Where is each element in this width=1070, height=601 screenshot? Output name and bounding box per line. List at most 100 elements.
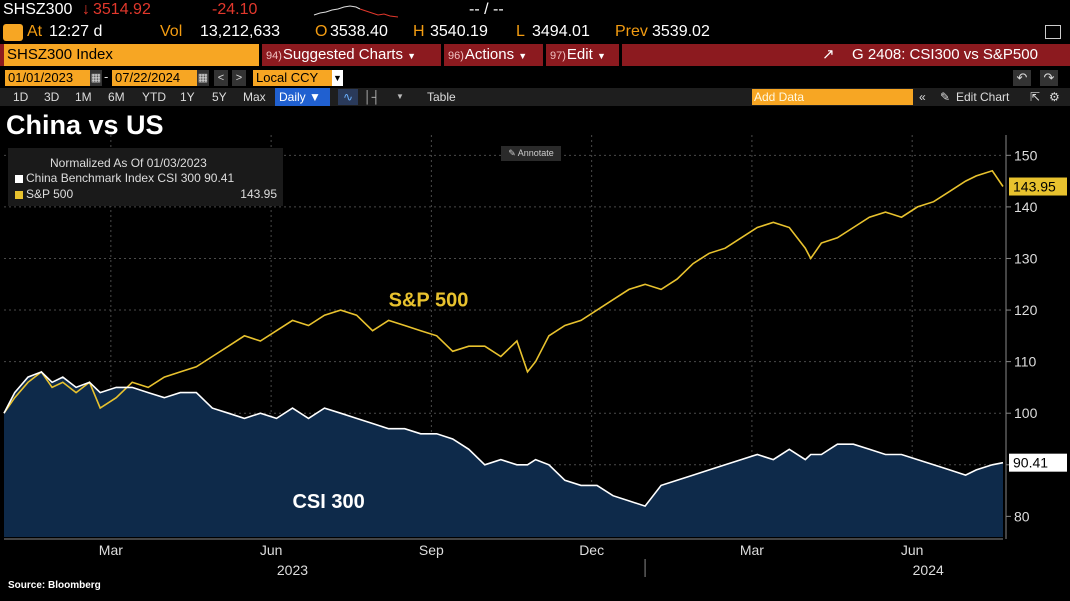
x-tick-label: Mar [740,542,764,558]
sparkline [313,5,399,18]
actions-num: 96) [448,50,464,62]
y-axis: 8090100110120130140150 [1006,147,1038,524]
annotate-button[interactable]: ✎ Annotate [501,146,561,161]
currency-select[interactable]: Local CCY [253,70,332,86]
gear-icon[interactable]: ⚙ [1049,90,1060,104]
source-note: Source: Bloomberg [8,580,101,591]
legend-item-spx[interactable]: S&P 500 143.95 [15,187,277,201]
time-label: At [27,23,43,40]
volume-label: Vol [160,23,183,40]
y-tick-label: 140 [1014,199,1038,215]
undo-icon[interactable]: ↶ [1013,70,1031,86]
quote-row: SHSZ300 ↓ 3514.92 -24.10 -- / -- [0,0,1070,22]
caret-down-icon: ▼ [309,90,321,104]
date-range-row: 01/01/2023 ▦ - 07/22/2024 ▦ < > Local CC… [0,69,1070,87]
csi-300-last-value-box [1009,453,1067,472]
y-tick-label: 150 [1014,147,1038,163]
menu-divider [441,44,444,66]
suggested-num: 94) [266,50,282,62]
pin-icon[interactable]: ⇱ [1030,90,1041,104]
csi-300-area [4,371,1003,537]
ticker: SHSZ300 [3,1,73,18]
period-1d[interactable]: 1D [13,90,29,104]
menu-divider [619,44,622,66]
x-tick-label: Jun [260,542,283,558]
y-tick-label: 80 [1014,508,1030,524]
start-date-input[interactable]: 01/01/2023 [5,70,90,86]
legend-csi-value: 90.41 [204,171,235,185]
pencil-icon[interactable]: ✎ [940,90,951,104]
prev-value: 3539.02 [652,23,710,40]
chart-id-title: G 2408: CSI300 vs S&P500 [852,46,1038,63]
annotate-label: Annotate [517,148,554,158]
legend: Normalized As Of 01/03/2023 China Benchm… [8,148,283,206]
end-date-input[interactable]: 07/22/2024 [112,70,197,86]
period-max[interactable]: Max [243,90,266,104]
external-link-icon[interactable]: ↗ [822,46,835,63]
period-1m[interactable]: 1M [75,90,92,104]
last-value-tags: 143.95 90.41 [1009,177,1067,472]
edit-label: Edit [566,46,593,63]
table-button[interactable]: Table [427,90,456,104]
edit-menu[interactable]: 97)Edit ▼ [550,44,606,66]
period-5y[interactable]: 5Y [212,90,227,104]
volume-value: 13,212,633 [200,23,281,40]
legend-swatch [15,190,23,199]
calendar-icon[interactable]: ▦ [197,70,209,86]
caret-down-icon: ▼ [596,51,606,61]
collapse-icon[interactable]: « [919,90,926,104]
csi-300-last-value: 90.41 [1013,455,1048,471]
low-label: L [516,23,525,40]
bar-chart-icon[interactable]: │┤ [364,90,381,104]
actions-menu[interactable]: 96)Actions ▼ [448,44,527,66]
legend-csi-name: China Benchmark Index CSI 300 [26,171,201,185]
sp500-last-value: 143.95 [1013,179,1056,195]
add-data-input[interactable]: Add Data [752,89,913,105]
time-value: 12:27 d [49,23,103,40]
line-chart-icon[interactable]: ∿ [338,89,358,105]
popout-icon[interactable] [1045,25,1061,39]
caret-down-icon[interactable]: ▼ [332,70,343,86]
legend-item-csi[interactable]: China Benchmark Index CSI 300 90.41 [15,171,277,185]
x-year-label: 2023 [277,562,308,578]
suggested-charts-menu[interactable]: 94)Suggested Charts ▼ [266,44,416,66]
legend-swatch [15,174,23,183]
csi-300-series-label: CSI 300 [292,491,364,513]
prev-label: Prev [615,23,648,40]
x-axis: Mar Jun Sep Dec Mar Jun 2023 2024 [99,542,944,578]
x-year-label: 2024 [913,562,944,578]
next-arrow-icon[interactable]: > [232,70,246,86]
prev-arrow-icon[interactable]: < [214,70,228,86]
security-field[interactable]: SHSZ300 Index [4,44,259,66]
y-tick-label: 130 [1014,250,1038,266]
menu-divider [543,44,546,66]
frequency-label: Daily [279,90,306,104]
y-tick-label: 110 [1014,354,1037,370]
period-ytd[interactable]: YTD [142,90,166,104]
x-tick-label: Mar [99,542,123,558]
frequency-select[interactable]: Daily ▼ [275,88,330,106]
period-1y[interactable]: 1Y [180,90,195,104]
sp500-line [3,169,1004,414]
chart-toolbar: 1D 3D 1M 6M YTD 1Y 5Y Max Daily ▼ ∿ │┤ ▼… [0,88,1070,106]
caret-down-icon[interactable]: ▼ [396,92,404,101]
high-value: 3540.19 [430,23,488,40]
x-tick-label: Jun [901,542,924,558]
redo-icon[interactable]: ↷ [1040,70,1058,86]
low-value: 3494.01 [532,23,590,40]
price-change: -24.10 [212,1,258,18]
last-price: 3514.92 [93,1,151,18]
legend-header: Normalized As Of 01/03/2023 [50,156,207,170]
caret-down-icon: ▼ [407,51,417,61]
down-arrow-icon: ↓ [82,1,90,18]
period-3d[interactable]: 3D [44,90,60,104]
speed-gauge-icon[interactable] [3,24,23,41]
csi-300-line [3,370,1004,508]
legend-spx-value: 143.95 [240,187,277,201]
edit-chart-button[interactable]: Edit Chart [956,90,1010,104]
calendar-icon[interactable]: ▦ [90,70,102,86]
period-6m[interactable]: 6M [108,90,125,104]
high-label: H [413,23,425,40]
x-tick-label: Dec [579,542,604,558]
pencil-icon: ✎ [508,148,516,158]
